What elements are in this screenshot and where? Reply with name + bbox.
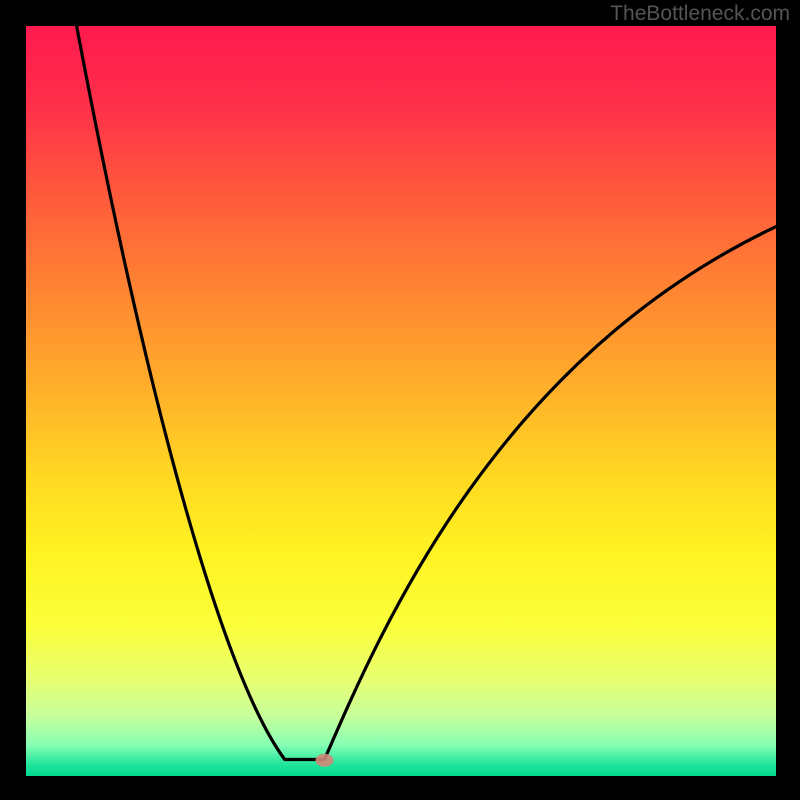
vertex-marker <box>316 754 334 767</box>
chart-container: TheBottleneck.com <box>0 0 800 800</box>
watermark-text: TheBottleneck.com <box>610 2 790 26</box>
bottleneck-chart <box>0 0 800 800</box>
plot-background <box>26 26 776 776</box>
